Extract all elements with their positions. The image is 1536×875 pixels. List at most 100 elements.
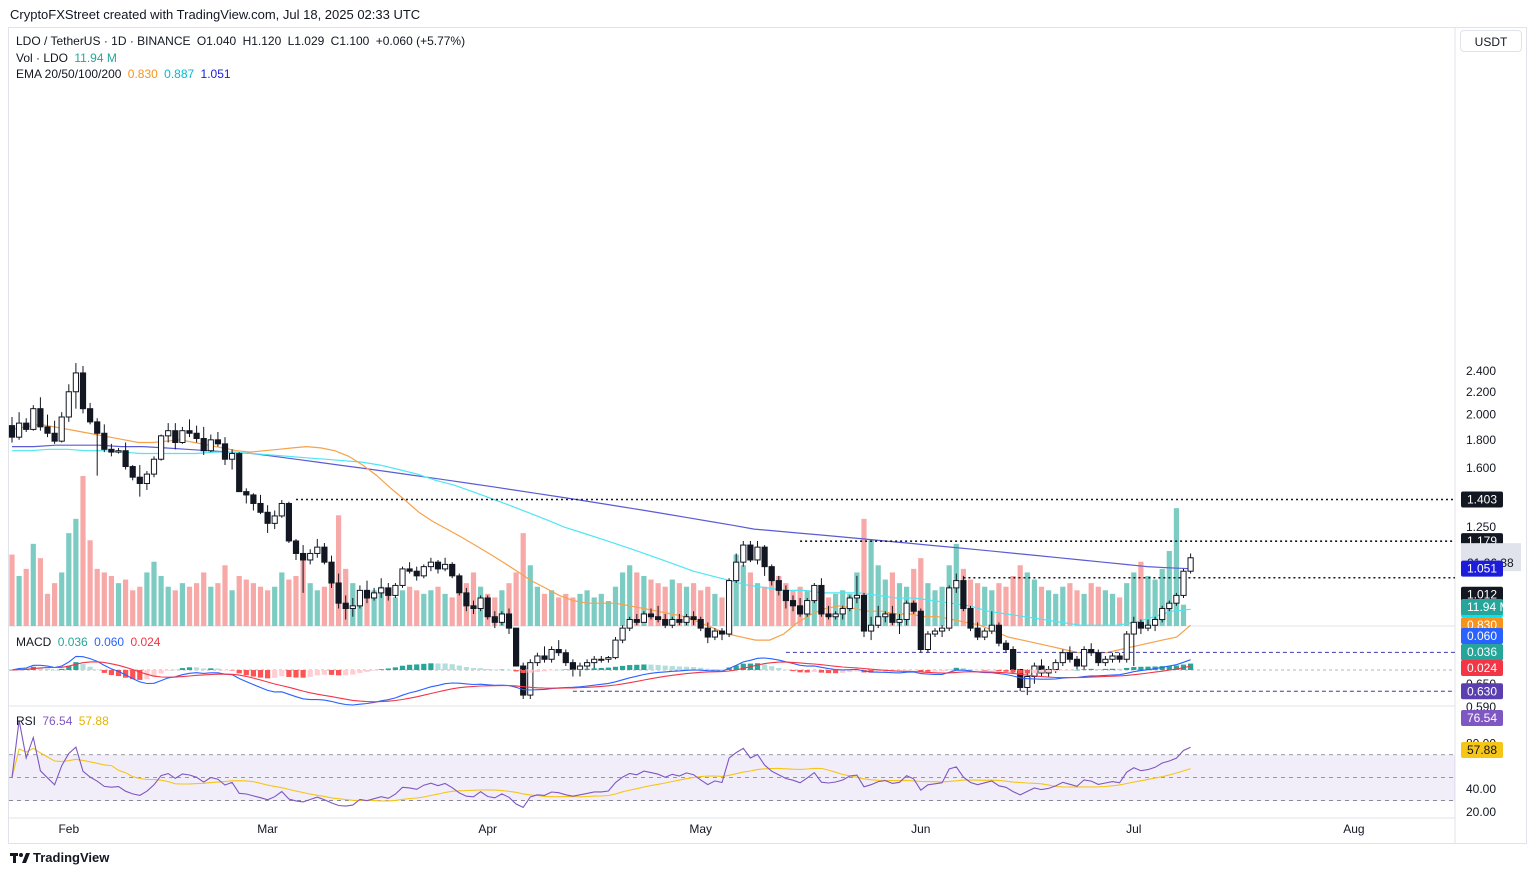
candle-down <box>23 422 30 430</box>
price-tag: 1.012 <box>1467 588 1497 602</box>
macd-legend: MACD 0.036 0.060 0.024 <box>16 635 163 649</box>
macd-histogram-bar <box>229 670 235 671</box>
macd-histogram-bar <box>449 664 455 670</box>
candle-down <box>662 619 669 626</box>
volume-bar <box>882 579 888 626</box>
tradingview-logo-icon <box>10 852 30 863</box>
ema50-value: 0.887 <box>164 67 195 81</box>
macd-histogram-bar <box>485 669 491 670</box>
candle-up <box>1052 662 1059 670</box>
chart-credit: CryptoFXStreet created with TradingView.… <box>10 7 421 22</box>
volume-bar <box>179 583 185 626</box>
macd-histogram-bar <box>840 670 846 673</box>
candle-up <box>1123 633 1130 660</box>
macd-histogram-bar <box>499 669 505 671</box>
candle-up <box>1144 624 1152 629</box>
volume-bar <box>172 590 178 626</box>
volume-bar <box>1117 597 1123 626</box>
candle-up <box>903 602 910 621</box>
symbol-label[interactable]: LDO / TetherUS · 1D · BINANCE <box>16 34 191 48</box>
volume-bar <box>87 540 93 626</box>
macd-histogram-bar <box>435 663 441 670</box>
macd-histogram-bar <box>1109 668 1116 670</box>
candle-down <box>37 408 44 428</box>
macd-histogram-bar <box>854 670 860 672</box>
candle-up <box>371 592 378 599</box>
macd-histogram-bar <box>66 665 72 670</box>
volume-bar <box>16 576 22 626</box>
volume-bar <box>868 540 874 626</box>
candle-up <box>875 616 882 626</box>
macd-hist-value: 0.036 <box>57 635 88 649</box>
macd-histogram-bar <box>520 670 526 673</box>
price-tag-bg <box>1461 586 1503 603</box>
volume-bar <box>1038 586 1045 626</box>
volume-bar <box>896 583 903 626</box>
candle-down <box>960 580 967 610</box>
macd-histogram-bar <box>811 670 817 672</box>
candle-down <box>818 584 825 615</box>
candle-up <box>733 561 740 582</box>
volume-bar <box>1166 551 1172 626</box>
macd-histogram-bar <box>882 670 888 672</box>
macd-histogram-bar <box>470 668 477 670</box>
macd-label[interactable]: MACD <box>16 635 52 649</box>
macd-histogram-bar <box>797 670 803 673</box>
candle-down <box>321 546 328 563</box>
macd-histogram-bar <box>492 669 498 671</box>
candle-up <box>1024 676 1031 688</box>
macd-histogram-bar <box>655 664 661 670</box>
time-axis-label: May <box>689 822 712 836</box>
candle-down <box>221 443 229 460</box>
candle-down <box>747 544 754 561</box>
macd-histogram-bar <box>328 670 335 675</box>
macd-histogram-bar <box>52 669 58 671</box>
macd-histogram-bar <box>151 670 157 678</box>
macd-histogram-bar <box>662 665 668 670</box>
candle-up <box>804 600 811 615</box>
ema-label[interactable]: EMA 20/50/100/200 <box>16 67 122 81</box>
price-axis-label: 2.000 <box>1466 408 1496 422</box>
macd-histogram-bar <box>265 670 271 679</box>
candle-up <box>1159 608 1166 621</box>
currency-button[interactable]: USDT <box>1460 30 1522 52</box>
price-axis-label: 2.400 <box>1466 364 1496 378</box>
volume-label[interactable]: Vol · LDO <box>16 51 69 65</box>
volume-bar <box>705 586 711 626</box>
rsi-label[interactable]: RSI <box>16 714 37 728</box>
volume-bar <box>1003 586 1009 626</box>
volume-bar <box>37 558 43 626</box>
macd-histogram-bar <box>1095 668 1101 670</box>
macd-histogram-bar <box>1188 663 1194 670</box>
time-axis-label: Feb <box>58 822 79 836</box>
price-tag-bg <box>1461 491 1503 508</box>
macd-histogram-bar <box>357 670 363 674</box>
macd-histogram-bar <box>627 665 633 670</box>
candle-up <box>591 658 598 664</box>
volume-bar <box>676 583 682 626</box>
candle-down <box>200 437 207 452</box>
price-axis-label: 1.250 <box>1466 520 1496 534</box>
volume-bar <box>286 579 292 626</box>
volume-bar <box>1152 579 1158 626</box>
macd-histogram-bar <box>350 670 356 675</box>
candle-up <box>640 613 647 623</box>
volume-bar <box>222 565 228 626</box>
volume-bar <box>733 554 739 626</box>
candle-up <box>853 594 860 599</box>
candle-up <box>754 546 761 561</box>
macd-histogram-bar <box>918 670 924 672</box>
macd-histogram-bar <box>1102 668 1108 670</box>
candle-down <box>647 613 655 618</box>
tradingview-logo[interactable]: TradingView <box>10 850 109 865</box>
candle-down <box>449 563 456 577</box>
macd-histogram-bar <box>634 664 640 670</box>
macd-histogram-bar <box>1067 670 1073 671</box>
macd-histogram-bar <box>818 670 824 673</box>
macd-histogram-bar <box>754 663 761 670</box>
volume-bar <box>712 593 718 626</box>
candle-down <box>513 627 520 667</box>
volume-bar <box>754 583 761 626</box>
volume-bar <box>1024 572 1030 626</box>
